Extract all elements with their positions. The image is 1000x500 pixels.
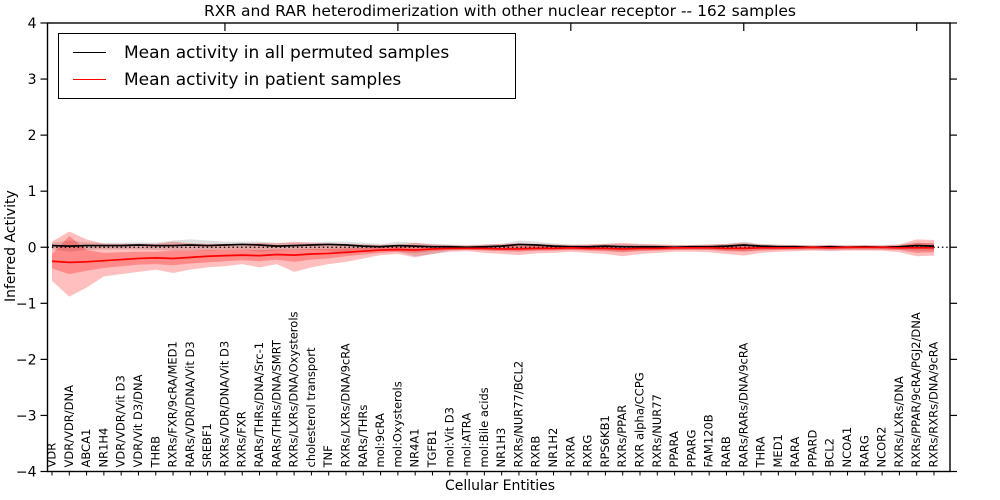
x-category-label: TGFB1 [425, 430, 439, 469]
x-category-label: RARs/THRs/DNA/Src-1 [252, 342, 266, 468]
x-category-label: RARs/VDR/DNA/Vit D3 [183, 341, 197, 467]
x-category-label: TNF [321, 445, 335, 468]
x-category-label: NR1H4 [96, 428, 110, 468]
x-category-label: RARs/THRs/DNA/SMRT [269, 339, 283, 467]
x-category-label: mol:Bile acids [477, 387, 491, 467]
permuted-mean-line [51, 243, 935, 249]
x-category-label: MED1 [771, 434, 785, 467]
x-category-label: RXRs/FXR [235, 411, 249, 467]
y-tick-label: 4 [28, 16, 37, 32]
x-category-label: mol:9cRA [373, 413, 387, 467]
x-category-label: RXRs/NUR77/BCL2 [511, 361, 525, 468]
x-category-label: RXRs/PPAR/9cRA/PGJ2/DNA [909, 312, 923, 467]
x-category-label: RARB [719, 436, 733, 467]
x-category-label: mol:Vit D3 [442, 407, 456, 467]
x-category-label: RXRs/FXR/9cRA/MED1 [166, 341, 180, 467]
x-category-label: NR1H2 [546, 428, 560, 468]
x-category-label: SREBF1 [200, 423, 214, 467]
legend-label-permuted: Mean activity in all permuted samples [124, 42, 450, 63]
x-axis-label: Cellular Entities [444, 478, 556, 494]
x-category-label: NR1H3 [494, 428, 508, 468]
x-category-label: RARG [857, 435, 871, 467]
x-category-label: PPARA [667, 431, 681, 468]
x-category-label: ABCA1 [79, 429, 93, 468]
x-category-label: mol:Oxysterols [390, 381, 404, 467]
x-category-label: NCOA1 [840, 427, 854, 468]
x-category-label: RXRs/LXRs/DNA/9cRA [339, 343, 353, 467]
chart-title: RXR and RAR heterodimerization with othe… [203, 2, 797, 20]
x-category-label: cholesterol transport [304, 347, 318, 467]
y-axis-label: Inferred Activity [3, 190, 19, 302]
x-category-label: NCOR2 [875, 427, 889, 468]
y-tick-label: −1 [16, 296, 37, 312]
y-tick-label: 3 [28, 72, 37, 88]
x-category-label: VDR/VDR/Vit D3 [114, 375, 128, 467]
x-category-label: RXRs/PPAR [615, 405, 629, 468]
legend-line-patient [73, 79, 106, 80]
legend-item-patient: Mean activity in patient samples [59, 66, 515, 93]
x-category-label: RXRB [529, 436, 543, 468]
x-category-label: FAM120B [702, 414, 716, 467]
x-category-label: RXRA [563, 436, 577, 467]
x-category-label: THRB [148, 436, 162, 469]
y-tick-label: −2 [16, 352, 37, 368]
x-category-label: RXRG [581, 435, 595, 468]
y-tick-label: −4 [16, 465, 37, 481]
legend-item-permuted: Mean activity in all permuted samples [59, 39, 515, 66]
x-category-label: VDR/Vit D3/DNA [131, 374, 145, 467]
y-tick-label: 1 [28, 184, 37, 200]
x-category-label: RXR alpha/CCPG [633, 372, 647, 467]
legend-line-permuted [73, 52, 106, 53]
x-category-label: mol:ATRA [460, 413, 474, 468]
x-category-label: BCL2 [823, 438, 837, 467]
x-category-label: RXRs/NUR77 [650, 394, 664, 467]
x-category-label: NR4A1 [408, 428, 422, 467]
x-category-label: RARA [788, 437, 802, 468]
y-tick-label: −3 [16, 408, 37, 424]
x-category-label: PPARG [684, 430, 698, 468]
y-tick-label: 2 [28, 128, 37, 144]
y-tick-label: 0 [28, 240, 37, 256]
x-category-label: RARs/RARs/DNA/9cRA [736, 343, 750, 468]
x-category-label: RXRs/LXRs/DNA [892, 376, 906, 467]
x-category-label: RXRs/LXRs/DNA/Oxysterols [287, 311, 301, 467]
x-category-label: VDR [45, 443, 59, 468]
x-category-label: PPARD [805, 430, 819, 468]
x-category-label: RPS6KB1 [598, 415, 612, 467]
x-category-label: RARs/THRs [356, 405, 370, 468]
x-category-label: RXRs/RXRs/DNA/9cRA [927, 342, 941, 468]
x-category-label: THRA [754, 436, 768, 468]
patient-mean-line [51, 246, 934, 264]
x-category-label: VDR/VDR/DNA [62, 385, 76, 468]
legend: Mean activity in all permuted samples Me… [58, 33, 516, 99]
legend-label-patient: Mean activity in patient samples [124, 69, 402, 90]
x-category-label: RXRs/VDR/DNA/Vit D3 [217, 341, 231, 468]
